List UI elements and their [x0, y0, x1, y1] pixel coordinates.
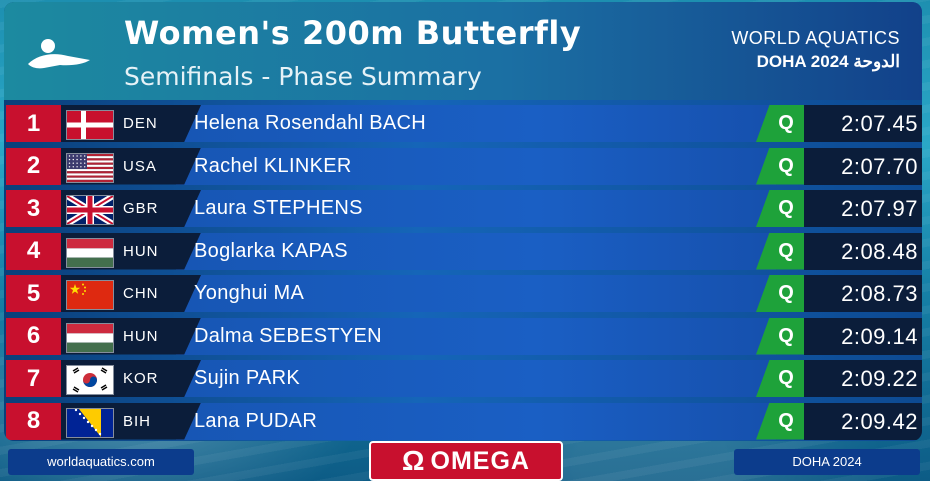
- athlete-name: Sujin PARK: [194, 367, 301, 389]
- result-row: 7 KOR Sujin PARK Q 2:09.22: [4, 358, 922, 401]
- result-row: 2 USA Rachel KLINKER Q 2:07.70: [4, 146, 922, 189]
- qualifier-badge: Q: [778, 409, 794, 432]
- country-code: HUN: [123, 327, 159, 345]
- name-band: [176, 275, 776, 312]
- country-code: KOR: [123, 370, 159, 387]
- result-time: 2:09.42: [841, 408, 918, 434]
- swimmer-icon: [28, 39, 90, 69]
- result-time: 2:07.70: [841, 153, 918, 179]
- omega-symbol: Ω: [402, 445, 425, 476]
- rank-badge: 4: [6, 232, 61, 270]
- time-band: [804, 317, 922, 355]
- results-panel: Women's 200m Butterfly Semifinals - Phas…: [4, 2, 922, 441]
- result-time: 2:09.22: [841, 366, 918, 391]
- rank-badge: 7: [6, 360, 61, 397]
- country-code: BIH: [123, 412, 152, 430]
- name-band: [176, 317, 776, 355]
- country-code: DEN: [123, 115, 158, 132]
- athlete-name: Lana PUDAR: [194, 409, 318, 432]
- time-band: [804, 190, 922, 227]
- time-band: [804, 360, 922, 397]
- event-location-label: DOHA 2024: [734, 449, 920, 475]
- athlete-name: Rachel KLINKER: [194, 154, 352, 177]
- result-time: 2:08.73: [841, 281, 918, 306]
- qualifier-badge: Q: [778, 239, 794, 262]
- athlete-name: Dalma SEBESTYEN: [194, 324, 382, 347]
- time-band: [804, 147, 922, 185]
- result-time: 2:08.48: [841, 238, 918, 264]
- time-band: [804, 105, 922, 142]
- athlete-name: Laura STEPHENS: [194, 197, 363, 219]
- brand-world-aquatics: WORLD AQUATICS: [731, 28, 900, 48]
- rank-badge: 6: [6, 317, 61, 355]
- result-time: 2:07.97: [841, 196, 918, 221]
- qualifier-badge: Q: [778, 197, 794, 219]
- result-row: 5 CHN Yonghui MA Q 2:08.73: [4, 273, 922, 316]
- omega-sponsor-logo: Ω OMEGA: [369, 441, 563, 481]
- athlete-name: Helena Rosendahl BACH: [194, 112, 426, 134]
- header-bar: Women's 200m Butterfly Semifinals - Phas…: [4, 2, 922, 100]
- china-flag-icon: [66, 280, 114, 310]
- result-time: 2:07.45: [841, 111, 918, 136]
- rank-badge: 8: [6, 402, 61, 440]
- country-code: CHN: [123, 285, 159, 302]
- qualifier-badge: Q: [778, 282, 794, 304]
- time-band: [804, 275, 922, 312]
- qualifier-badge: Q: [778, 154, 794, 177]
- korea-flag-icon: [66, 365, 114, 395]
- uk-flag-icon: [66, 195, 114, 225]
- name-band: [176, 147, 776, 185]
- name-band: [176, 190, 776, 227]
- phase-subtitle: Semifinals - Phase Summary: [124, 62, 482, 91]
- result-row: 3 GBR Laura STEPHENS Q 2:07.97: [4, 188, 922, 231]
- hungary-flag-icon: [66, 237, 114, 268]
- usa-flag-icon: [66, 152, 114, 183]
- name-band: [176, 402, 776, 440]
- name-band: [176, 360, 776, 397]
- bosnia-flag-icon: [66, 407, 114, 438]
- result-row: 8 BIH Lana PUDAR Q 2:09.42: [4, 401, 922, 442]
- name-band: [176, 232, 776, 270]
- rank-badge: 1: [6, 105, 61, 142]
- result-time: 2:09.14: [841, 323, 918, 349]
- athlete-name: Boglarka KAPAS: [194, 239, 348, 262]
- event-title: Women's 200m Butterfly: [124, 14, 582, 52]
- result-row: 1 DEN Helena Rosendahl BACH Q 2:07.45: [4, 103, 922, 146]
- rank-badge: 5: [6, 275, 61, 312]
- rank-badge: 2: [6, 147, 61, 185]
- country-code: USA: [123, 157, 157, 175]
- denmark-flag-icon: [66, 110, 114, 140]
- qualifier-badge: Q: [778, 112, 794, 134]
- athlete-name: Yonghui MA: [194, 282, 305, 304]
- country-code: HUN: [123, 242, 159, 260]
- name-band: [176, 105, 776, 142]
- rank-badge: 3: [6, 190, 61, 227]
- qualifier-badge: Q: [778, 367, 794, 389]
- country-code: GBR: [123, 200, 159, 217]
- time-band: [804, 402, 922, 440]
- hungary-flag-icon: [66, 322, 114, 353]
- result-row: 6 HUN Dalma SEBESTYEN Q 2:09.14: [4, 316, 922, 359]
- time-band: [804, 232, 922, 270]
- result-row: 4 HUN Boglarka KAPAS Q 2:08.48: [4, 231, 922, 274]
- omega-wordmark: OMEGA: [430, 446, 530, 475]
- brand-doha-2024: DOHA 2024 الدوحة: [756, 52, 900, 71]
- results-list: 1 DEN Helena Rosendahl BACH Q 2:07.45 2 USA Rac…: [4, 103, 922, 441]
- website-label: worldaquatics.com: [8, 449, 194, 475]
- qualifier-badge: Q: [778, 324, 794, 347]
